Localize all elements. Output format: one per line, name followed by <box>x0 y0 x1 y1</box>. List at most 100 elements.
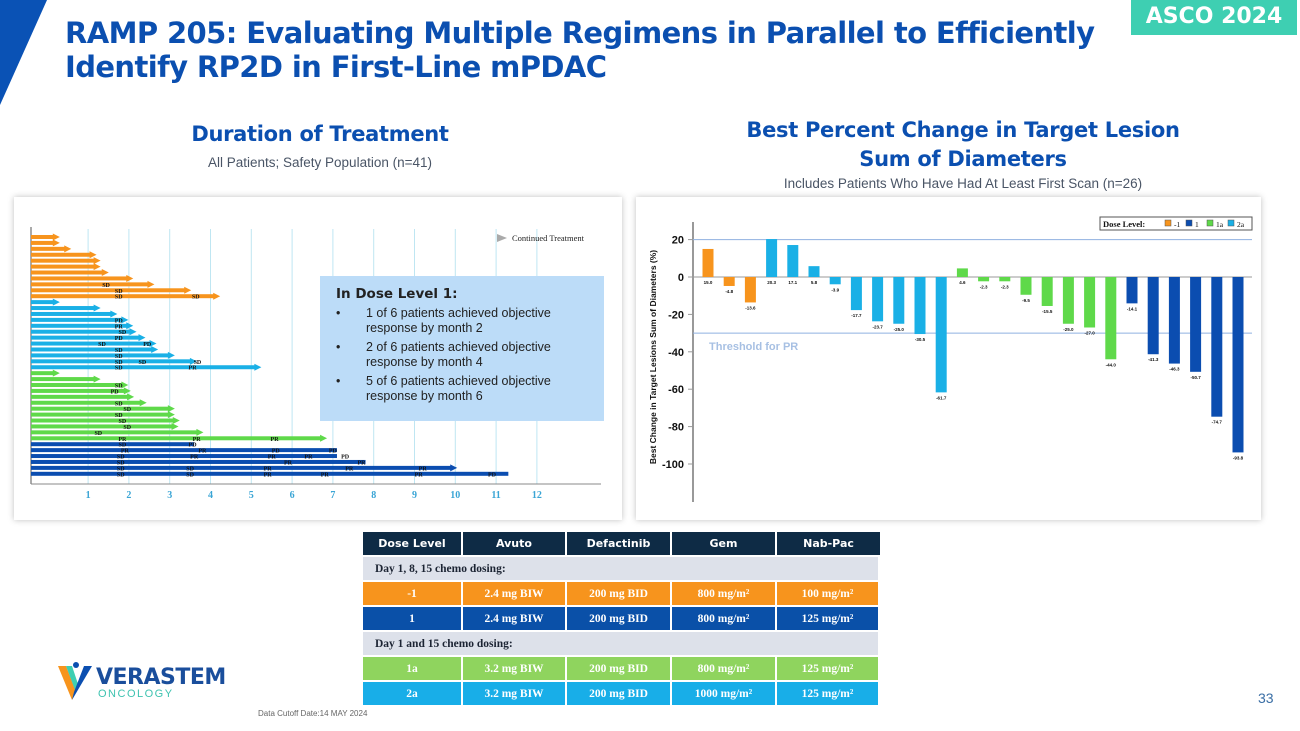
left-subtitle: All Patients; Safety Population (n=41) <box>207 155 432 170</box>
legend-label: 2a <box>1237 220 1245 229</box>
continued-arrow <box>110 310 118 318</box>
x-tick-label: 2 <box>126 490 131 501</box>
legend-swatch <box>1164 219 1172 227</box>
response-label: PR <box>264 466 273 472</box>
response-label: SD <box>123 407 131 413</box>
col-header: Nab-Pac <box>777 532 880 555</box>
swimmer-bar <box>31 288 186 293</box>
swimmer-bar <box>31 365 256 370</box>
logo-mark-icon <box>58 662 92 700</box>
swimmer-bar <box>31 442 195 447</box>
swimmer-bar <box>31 412 169 417</box>
response-label: SD <box>115 413 123 419</box>
cell: 800 mg/m² <box>672 582 777 605</box>
response-label: PR <box>357 460 366 466</box>
legend-label: -1 <box>1174 220 1180 229</box>
waterfall-bar <box>1126 277 1138 304</box>
continued-arrow <box>196 428 204 436</box>
continued-arrow <box>129 328 137 336</box>
x-tick-label: 11 <box>491 490 500 501</box>
swimmer-bar <box>31 471 509 476</box>
callout-bullet: 2 of 6 patients achieved objective respo… <box>336 340 592 370</box>
bar-value-label: -2.3 <box>1001 284 1009 289</box>
response-label: SD <box>98 342 106 348</box>
legend-label: Continued Treatment <box>512 233 585 243</box>
cell: 200 mg BID <box>567 657 672 680</box>
cell: 125 mg/m² <box>777 657 880 680</box>
swimmer-bar <box>31 448 337 453</box>
response-label: SD <box>194 360 202 366</box>
swimmer-bar <box>31 341 151 346</box>
bar-value-label: -13.6 <box>745 305 756 310</box>
continued-arrow <box>167 411 175 419</box>
waterfall-bar <box>914 277 926 335</box>
bar-value-label: -17.7 <box>851 313 862 318</box>
bar-value-label: 4.6 <box>959 280 966 285</box>
swimmer-bar <box>31 400 141 405</box>
swimmer-bar <box>31 282 149 287</box>
waterfall-bar <box>1020 277 1032 295</box>
bar-value-label: -74.7 <box>1212 420 1223 425</box>
response-label: PD <box>189 443 198 449</box>
response-label: PR <box>268 455 277 461</box>
right-title: Best Percent Change in Target Lesion Sum … <box>700 116 1226 174</box>
logo-text: VERASTEM <box>96 665 226 690</box>
swimmer-bar <box>31 252 91 257</box>
response-label: PR <box>271 437 280 443</box>
legend-label: 1a <box>1216 220 1224 229</box>
response-label: SD <box>117 455 125 461</box>
verastem-logo: VERASTEM ONCOLOGY <box>58 662 226 702</box>
swimmer-bar <box>31 258 95 263</box>
response-label: PD <box>272 449 281 455</box>
response-label: SD <box>115 354 123 360</box>
continued-arrow <box>450 464 458 472</box>
swimmer-bar <box>31 454 337 459</box>
col-header: Defactinib <box>567 532 672 555</box>
table-row: 1a 3.2 mg BIW 200 mg BID 800 mg/m² 125 mg/m² <box>363 657 880 680</box>
response-label: PR <box>118 437 127 443</box>
cell: 3.2 mg BIW <box>463 657 567 680</box>
bar-value-label: -61.7 <box>936 395 947 400</box>
continued-arrow <box>93 257 101 265</box>
waterfall-bar <box>787 245 799 277</box>
response-label: PR <box>304 455 313 461</box>
response-label: SD <box>94 431 102 437</box>
response-label: PD <box>115 336 124 342</box>
legend-swatch <box>1206 219 1214 227</box>
response-label: SD <box>117 460 125 466</box>
section-row: Day 1, 8, 15 chemo dosing: <box>363 557 880 580</box>
response-label: PD <box>111 389 120 395</box>
cell: 125 mg/m² <box>777 607 880 630</box>
continued-arrow <box>172 417 180 425</box>
response-label: PR <box>193 437 202 443</box>
bar-value-label: -15.5 <box>1042 309 1053 314</box>
logo-subtext: ONCOLOGY <box>98 688 174 700</box>
response-label: PR <box>419 466 428 472</box>
continued-arrow <box>139 399 147 407</box>
continued-arrow <box>123 387 131 395</box>
cell: 1 <box>363 607 463 630</box>
waterfall-bar <box>829 277 841 285</box>
response-label: SD <box>115 384 123 390</box>
bar-value-label: -30.5 <box>915 337 926 342</box>
waterfall-bar <box>744 277 756 303</box>
response-label: PR <box>321 472 330 478</box>
y-tick-label: -80 <box>668 422 684 434</box>
waterfall-bar <box>1168 277 1180 364</box>
waterfall-bar <box>723 277 735 286</box>
title-line-2: Identify RP2D in First-Line mPDAC <box>65 50 607 84</box>
waterfall-bar <box>1211 277 1223 417</box>
continued-arrow <box>93 304 101 312</box>
continued-arrow <box>93 375 101 383</box>
swimmer-bar <box>31 264 95 269</box>
cell: 2.4 mg BIW <box>463 607 567 630</box>
swimmer-bar <box>31 418 174 423</box>
cell: 2.4 mg BIW <box>463 582 567 605</box>
response-label: SD <box>139 360 147 366</box>
continued-arrow <box>121 381 129 389</box>
continued-arrow <box>121 316 129 324</box>
threshold-label: Threshold for PR <box>709 341 798 353</box>
bar-value-label: -4.8 <box>725 289 733 294</box>
callout-bullet: 1 of 6 patients achieved objective respo… <box>336 306 592 336</box>
waterfall-bar <box>978 277 990 282</box>
